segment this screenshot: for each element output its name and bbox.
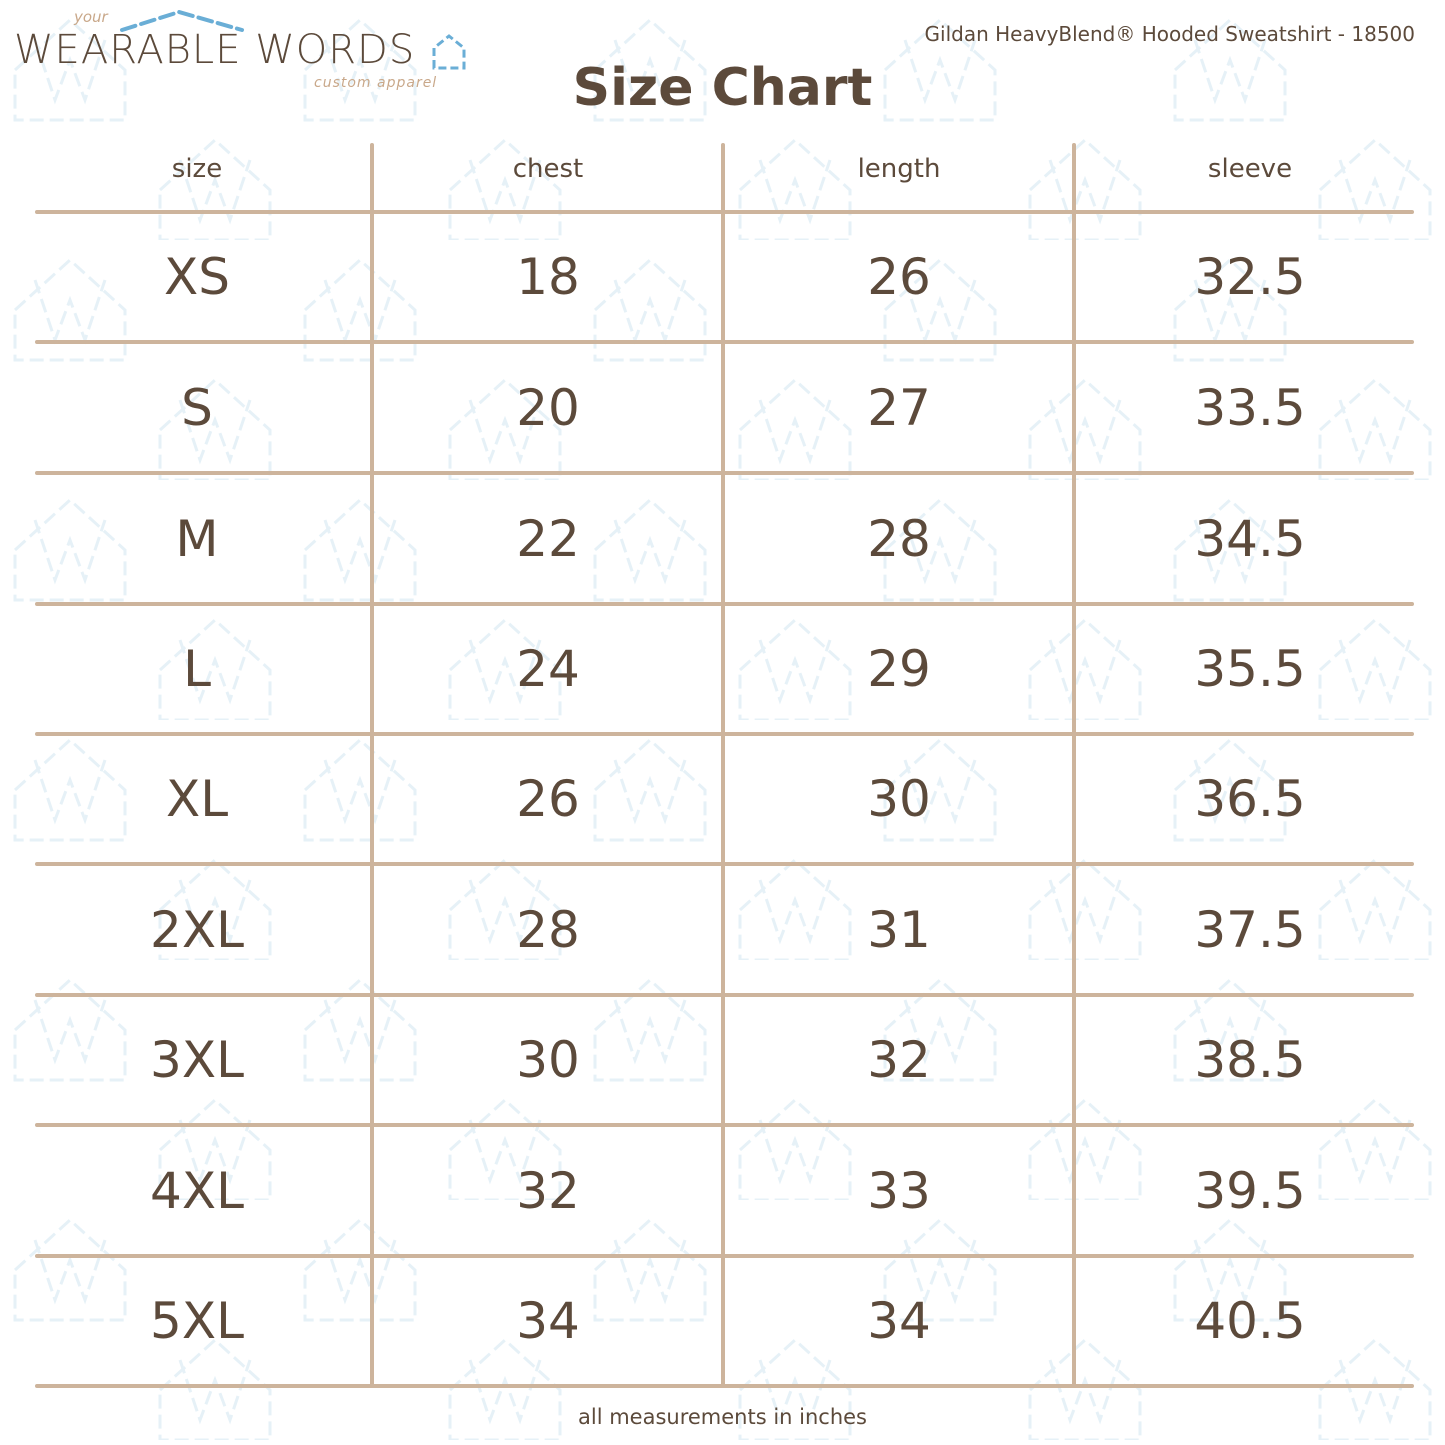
product-name: Gildan HeavyBlend® Hooded Sweatshirt - 1…	[924, 22, 1415, 46]
size-label: XS	[164, 248, 230, 306]
measurement-chest: 22	[516, 509, 580, 568]
measurement-sleeve: 40.5	[1194, 1292, 1306, 1350]
logo-tagline: custom apparel	[314, 75, 438, 91]
row-divider	[35, 340, 1414, 344]
measurement-length: 27	[867, 378, 931, 437]
measurement-length: 31	[867, 900, 931, 959]
measurement-length: 34	[867, 1292, 931, 1350]
column-divider	[370, 143, 374, 1388]
row-divider	[35, 862, 1414, 866]
measurement-chest: 30	[516, 1031, 580, 1089]
measurement-chest: 28	[516, 900, 580, 959]
page-title: Size Chart	[572, 58, 873, 118]
column-header-chest: chest	[512, 154, 584, 184]
measurement-length: 32	[867, 1031, 931, 1089]
row-divider	[35, 732, 1414, 736]
measurement-chest: 34	[516, 1292, 580, 1350]
measurement-length: 28	[867, 509, 931, 568]
row-divider	[35, 210, 1414, 214]
measurement-sleeve: 39.5	[1194, 1161, 1306, 1220]
measurement-sleeve: 37.5	[1194, 900, 1306, 959]
size-label: M	[175, 509, 219, 568]
size-label: XL	[165, 770, 229, 828]
measurement-chest: 20	[516, 378, 580, 437]
measurement-chest: 24	[516, 640, 580, 698]
measurement-sleeve: 32.5	[1194, 248, 1306, 306]
row-divider	[35, 993, 1414, 997]
column-header-length: length	[857, 154, 941, 184]
size-label: 4XL	[150, 1161, 244, 1220]
size-label: S	[181, 378, 213, 437]
measurement-sleeve: 33.5	[1194, 378, 1306, 437]
size-label: L	[183, 640, 211, 698]
measurement-sleeve: 34.5	[1194, 509, 1306, 568]
measurement-sleeve: 38.5	[1194, 1031, 1306, 1089]
row-divider	[35, 602, 1414, 606]
column-header-size: size	[171, 154, 223, 184]
column-divider	[1072, 143, 1076, 1388]
row-divider	[35, 471, 1414, 475]
brand-logo: your WEARABLE WORDS custom apparel	[14, 8, 474, 92]
measurement-chest: 32	[516, 1161, 580, 1220]
measurement-length: 30	[867, 770, 931, 828]
measurement-chest: 18	[516, 248, 580, 306]
measurement-length: 29	[867, 640, 931, 698]
row-divider	[35, 1254, 1414, 1258]
logo-text: WEARABLE WORDS	[14, 27, 416, 73]
size-label: 2XL	[150, 900, 244, 959]
measurement-sleeve: 35.5	[1194, 640, 1306, 698]
column-divider	[721, 143, 725, 1388]
logo-roof-icon	[120, 9, 466, 70]
measurement-chest: 26	[516, 770, 580, 828]
footer-note: all measurements in inches	[577, 1405, 868, 1429]
measurement-length: 33	[867, 1161, 931, 1220]
row-divider	[35, 1384, 1414, 1388]
size-label: 5XL	[150, 1292, 244, 1350]
measurement-sleeve: 36.5	[1194, 770, 1306, 828]
row-divider	[35, 1123, 1414, 1127]
logo-prefix: your	[74, 8, 108, 26]
size-label: 3XL	[150, 1031, 244, 1089]
column-header-sleeve: sleeve	[1207, 154, 1293, 184]
measurement-length: 26	[867, 248, 931, 306]
